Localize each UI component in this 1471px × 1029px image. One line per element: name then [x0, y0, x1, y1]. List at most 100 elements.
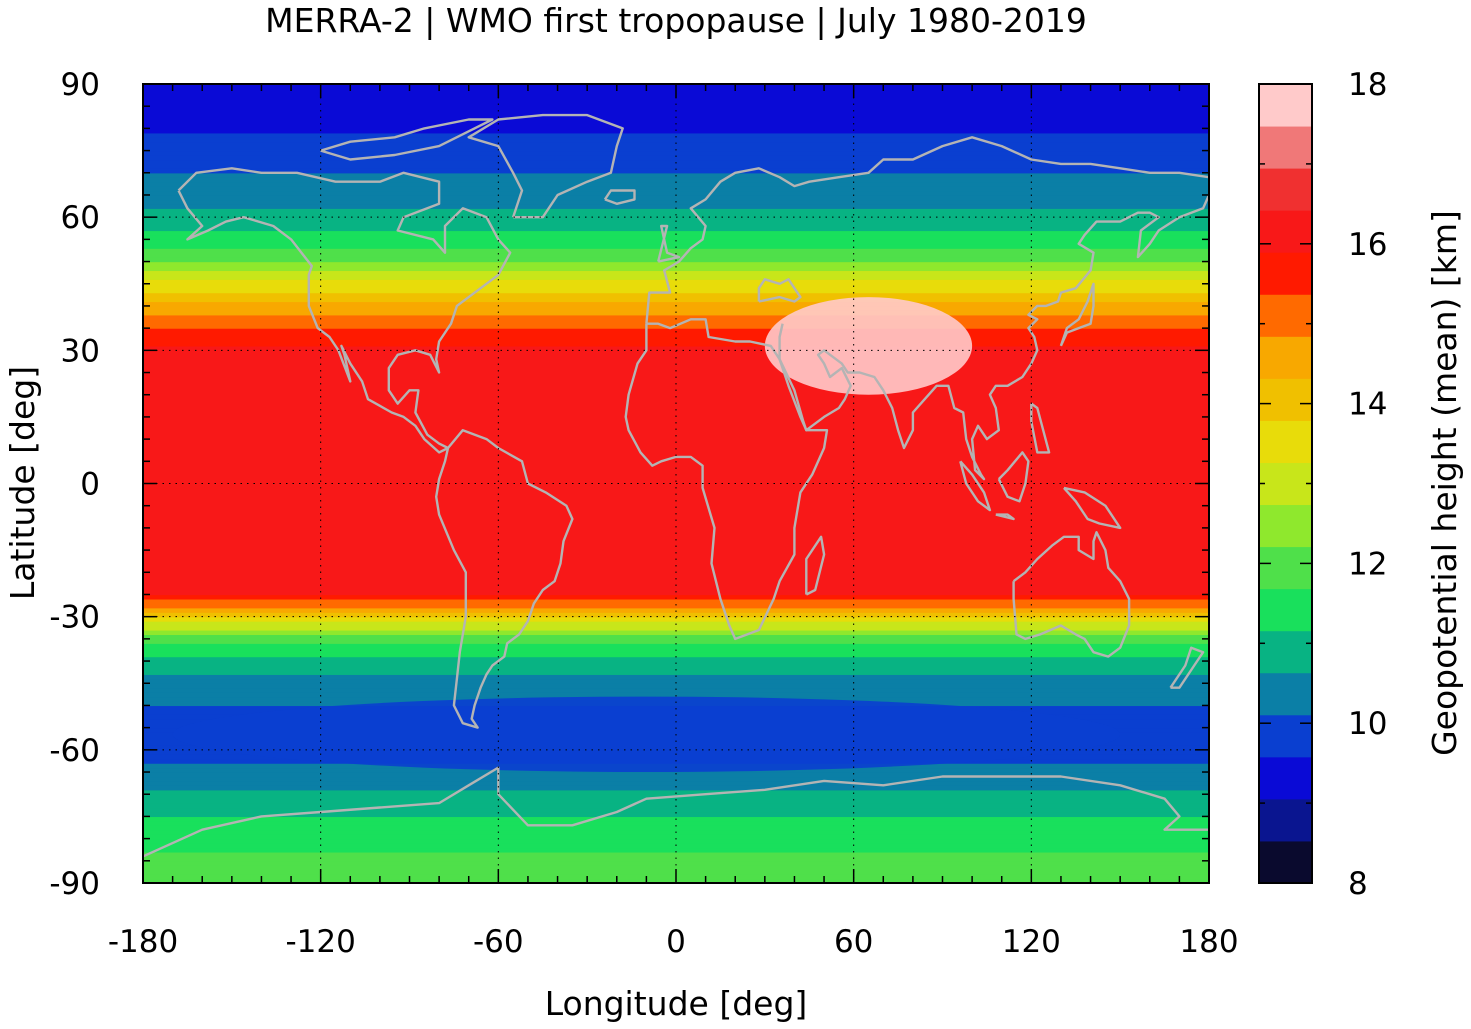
height-band	[143, 838, 1209, 844]
height-band	[143, 443, 1209, 449]
height-band	[143, 669, 1209, 675]
height-band	[143, 274, 1209, 280]
y-axis-label: Latitude [deg]	[3, 366, 42, 600]
colorbar-swatch	[1259, 378, 1312, 421]
height-band	[143, 141, 1209, 147]
height-band	[143, 416, 1209, 422]
height-band	[143, 208, 1209, 214]
colorbar-swatch	[1259, 630, 1312, 674]
height-band	[143, 119, 1209, 125]
height-band	[143, 123, 1209, 129]
height-band	[143, 665, 1209, 671]
height-band	[143, 332, 1209, 338]
height-band	[143, 811, 1209, 818]
y-tick-label: -30	[49, 600, 100, 636]
height-band	[143, 234, 1209, 240]
height-band	[143, 159, 1209, 165]
height-band	[143, 567, 1209, 573]
height-band	[143, 301, 1209, 307]
x-tick-label: -60	[473, 924, 524, 960]
height-band	[143, 629, 1209, 636]
colorbar-swatch	[1259, 714, 1312, 758]
height-band	[143, 434, 1209, 440]
height-band	[143, 230, 1209, 236]
height-band	[143, 456, 1209, 462]
coastline	[645, 136, 1209, 324]
height-band	[143, 146, 1209, 152]
chart-title: MERRA-2 | WMO first tropopause | July 19…	[265, 1, 1087, 40]
colorbar-swatch	[1259, 420, 1312, 463]
height-band	[143, 510, 1209, 516]
coastline	[177, 167, 512, 454]
coastline	[805, 535, 826, 596]
height-band	[143, 243, 1209, 249]
height-band	[143, 341, 1209, 347]
height-band	[143, 412, 1209, 418]
height-band	[143, 177, 1209, 183]
height-band	[143, 487, 1209, 493]
height-band	[143, 834, 1209, 840]
colorbar-swatch	[1259, 840, 1312, 884]
colorbar-tick-label: 12	[1348, 546, 1387, 582]
height-band	[143, 483, 1209, 489]
height-band	[143, 221, 1209, 227]
height-band	[143, 447, 1209, 454]
height-band	[143, 194, 1209, 201]
height-band	[143, 461, 1209, 467]
colorbar-swatch	[1259, 798, 1312, 842]
height-band	[143, 612, 1209, 618]
height-feature	[172, 696, 1121, 773]
height-band	[143, 97, 1209, 103]
coastline	[1030, 402, 1051, 454]
height-band	[143, 163, 1209, 169]
height-band	[143, 545, 1209, 551]
y-tick-label: -90	[49, 866, 100, 902]
coastline	[757, 278, 802, 303]
height-band	[143, 652, 1209, 658]
height-band	[143, 847, 1209, 853]
plot-area	[143, 84, 1209, 883]
height-band	[143, 403, 1209, 409]
x-tick-labels: -180 -120 -60 0 60 120 180	[108, 924, 1239, 960]
colorbar-tick-label: 10	[1348, 706, 1387, 742]
height-band	[143, 288, 1209, 294]
coastline	[1063, 486, 1122, 530]
height-band	[143, 425, 1209, 431]
height-band	[143, 798, 1209, 804]
height-band	[143, 168, 1209, 174]
height-feature	[764, 297, 973, 395]
height-band	[143, 265, 1209, 272]
coastline	[778, 194, 1209, 481]
y-tick-label: 60	[61, 200, 100, 236]
y-tick-label: 0	[80, 467, 100, 503]
height-band	[143, 376, 1209, 383]
coastline	[657, 224, 681, 263]
colorbar-tick-label: 8	[1348, 866, 1368, 902]
colorbar-swatch	[1259, 546, 1312, 590]
height-band	[143, 226, 1209, 232]
height-band	[143, 150, 1209, 156]
height-band	[143, 345, 1209, 351]
height-band	[143, 656, 1209, 662]
height-band	[143, 523, 1209, 529]
colorbar-swatch	[1259, 210, 1312, 253]
height-band	[143, 572, 1209, 578]
x-tick-label: 120	[1002, 924, 1061, 960]
height-band	[143, 372, 1209, 378]
height-band	[143, 594, 1209, 600]
coastline	[467, 113, 624, 219]
height-band	[143, 474, 1209, 480]
colorbar-swatch	[1259, 84, 1312, 127]
height-band	[143, 643, 1209, 649]
coastlines	[143, 113, 1209, 858]
coastline	[997, 451, 1030, 503]
height-band	[143, 155, 1209, 161]
height-band	[143, 408, 1209, 414]
coastline	[603, 189, 636, 206]
height-band	[143, 785, 1209, 791]
height-band	[143, 421, 1209, 427]
x-axis-label: Longitude [deg]	[545, 984, 808, 1023]
height-band	[143, 678, 1209, 684]
height-band	[143, 851, 1209, 857]
